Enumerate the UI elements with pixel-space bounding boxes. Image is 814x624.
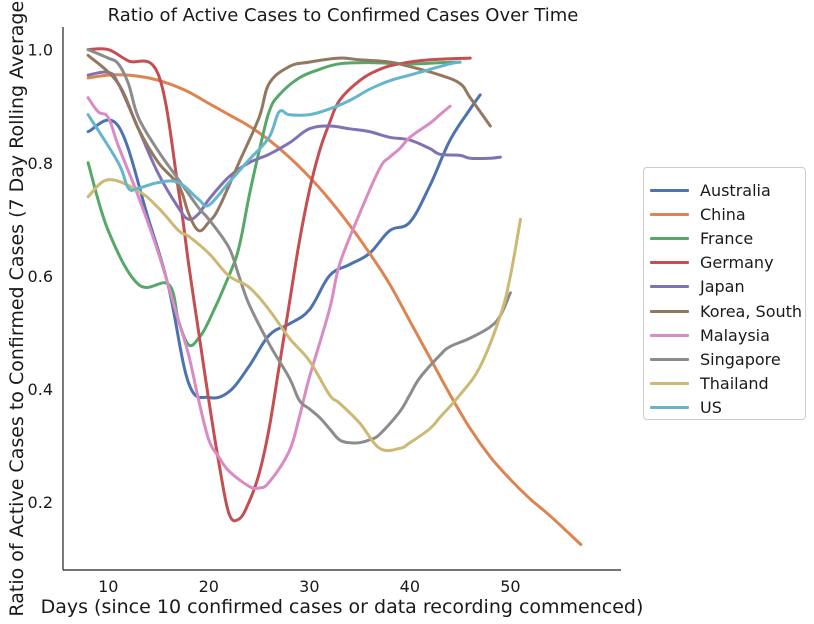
legend-item-malaysia: Malaysia bbox=[650, 324, 770, 346]
y-tick-label: 0.2 bbox=[28, 493, 53, 512]
legend-label: France bbox=[700, 228, 754, 248]
legend-label: Germany bbox=[700, 253, 774, 273]
chart-title: Ratio of Active Cases to Confirmed Cases… bbox=[108, 5, 579, 26]
legend-label: US bbox=[700, 398, 722, 418]
x-tick-label: 20 bbox=[199, 577, 219, 596]
x-tick-label: 10 bbox=[98, 577, 118, 596]
legend-swatch bbox=[650, 382, 689, 386]
x-tick-label: 40 bbox=[400, 577, 420, 596]
legend-swatch bbox=[650, 236, 689, 240]
legend-label: Singapore bbox=[700, 349, 781, 369]
legend-label: Korea, South bbox=[700, 301, 803, 321]
series-lines bbox=[86, 47, 583, 546]
legend-item-germany: Germany bbox=[650, 252, 774, 274]
series-line-singapore bbox=[86, 48, 512, 445]
series-line-australia bbox=[86, 93, 482, 400]
x-tick-label: 50 bbox=[500, 577, 520, 596]
y-tick-label: 0.8 bbox=[28, 154, 53, 173]
legend-item-australia: Australia bbox=[650, 179, 771, 201]
ticks: 10 20 30 40 50 0.2 0.4 0.6 0.8 1.0 bbox=[28, 41, 521, 596]
legend-item-france: France bbox=[650, 227, 753, 249]
series-line-japan bbox=[86, 70, 502, 221]
legend-label: China bbox=[700, 204, 746, 224]
legend-label: Malaysia bbox=[700, 325, 770, 345]
legend-label: Thailand bbox=[700, 374, 769, 394]
y-tick-label: 0.6 bbox=[28, 267, 53, 286]
y-axis-label: Ratio of Active Cases to Confirmed Cases… bbox=[6, 0, 28, 617]
legend-swatch bbox=[650, 357, 689, 361]
series-line-china bbox=[86, 73, 583, 546]
legend-label: Australia bbox=[700, 180, 771, 200]
series-line-us bbox=[86, 60, 462, 208]
legend-swatch bbox=[650, 285, 689, 289]
y-tick-label: 0.4 bbox=[28, 380, 53, 399]
series-line-germany bbox=[86, 47, 472, 523]
series-line-malaysia bbox=[86, 96, 452, 491]
legend-swatch bbox=[650, 309, 689, 313]
legend-item-singapore: Singapore bbox=[650, 348, 781, 370]
legend-item-thailand: Thailand bbox=[650, 373, 769, 395]
legend-swatch bbox=[650, 188, 689, 192]
legend-swatch bbox=[650, 333, 689, 337]
legend-item-korea-south: Korea, South bbox=[650, 300, 802, 322]
legend-item-us: US bbox=[650, 397, 722, 419]
legend: Australia China France Germany Japan Korea, S… bbox=[643, 167, 806, 420]
legend-swatch bbox=[650, 261, 689, 265]
legend-item-japan: Japan bbox=[650, 276, 745, 298]
axes bbox=[62, 27, 621, 571]
legend-swatch bbox=[650, 406, 689, 410]
legend-item-china: China bbox=[650, 203, 746, 225]
legend-label: Japan bbox=[700, 277, 745, 297]
y-tick-label: 1.0 bbox=[28, 41, 53, 60]
series-line-france bbox=[86, 60, 462, 348]
legend-swatch bbox=[650, 212, 689, 216]
x-tick-label: 30 bbox=[299, 577, 319, 596]
x-axis-label: Days (since 10 confirmed cases or data r… bbox=[41, 596, 644, 618]
series-line-thailand bbox=[86, 178, 522, 453]
